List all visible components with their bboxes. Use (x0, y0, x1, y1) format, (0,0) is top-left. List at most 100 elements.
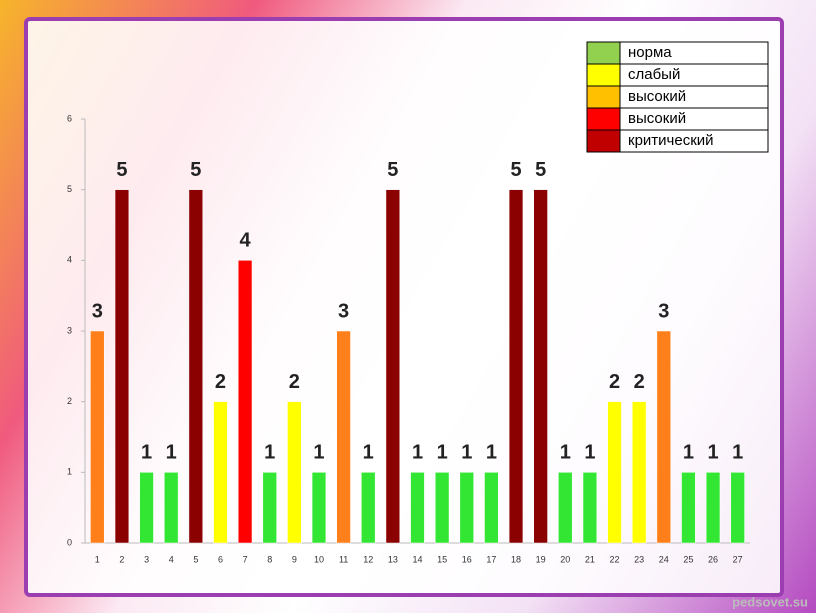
data-label: 1 (313, 442, 324, 464)
legend-swatch (586, 63, 621, 87)
x-tick-label: 21 (585, 554, 595, 564)
legend-label: высокий (628, 110, 686, 127)
data-label: 1 (584, 442, 595, 464)
x-tick-label: 14 (412, 554, 422, 564)
legend-label: высокий (628, 88, 686, 105)
y-tick-label: 5 (67, 184, 72, 194)
legend-label: норма (628, 44, 672, 61)
data-label: 1 (141, 442, 152, 464)
data-label: 1 (486, 442, 497, 464)
bar (262, 472, 277, 544)
bar (681, 472, 696, 544)
y-tick-label: 3 (67, 325, 72, 335)
x-tick-label: 8 (267, 554, 272, 564)
x-tick-label: 2 (119, 554, 124, 564)
x-tick-label: 13 (388, 554, 398, 564)
bar (385, 189, 401, 544)
bar (164, 472, 179, 544)
x-tick-label: 12 (363, 554, 373, 564)
data-label: 5 (190, 159, 201, 181)
data-label: 1 (264, 442, 275, 464)
data-label: 2 (609, 371, 620, 393)
data-label: 2 (634, 371, 645, 393)
legend-swatch (586, 107, 621, 131)
data-label: 1 (412, 442, 423, 464)
x-tick-label: 5 (193, 554, 198, 564)
bar (287, 401, 302, 544)
bar (361, 472, 376, 544)
bar (311, 472, 327, 544)
bar (558, 472, 573, 544)
x-tick-label: 15 (437, 554, 447, 564)
y-tick-label: 0 (67, 537, 72, 547)
bar (237, 260, 253, 544)
legend-swatch (586, 85, 621, 109)
x-tick-label: 3 (144, 554, 149, 564)
legend-swatch (586, 129, 621, 153)
x-tick-label: 1 (95, 554, 100, 564)
watermark: pedsovet.su (732, 594, 808, 609)
bar (434, 472, 450, 544)
x-tick-label: 16 (462, 554, 472, 564)
data-label: 1 (707, 442, 718, 464)
data-label: 4 (240, 230, 252, 252)
bar (705, 472, 721, 544)
x-tick-label: 26 (708, 554, 718, 564)
x-tick-label: 27 (733, 554, 743, 564)
data-label: 1 (166, 442, 177, 464)
y-tick-label: 1 (67, 467, 72, 477)
x-tick-label: 17 (486, 554, 496, 564)
bar (188, 189, 203, 544)
legend-swatch (586, 41, 621, 65)
data-label: 5 (387, 159, 398, 181)
bar (459, 472, 474, 544)
bar (410, 472, 425, 544)
legend-cell (619, 129, 769, 153)
bar (484, 472, 499, 544)
data-label: 5 (510, 159, 521, 181)
legend-label: критический (628, 132, 714, 149)
data-label: 2 (289, 371, 300, 393)
x-tick-label: 11 (339, 554, 348, 564)
x-tick-label: 6 (218, 554, 223, 564)
x-tick-label: 4 (169, 554, 174, 564)
bar (582, 472, 598, 544)
bar (730, 472, 745, 544)
bar (632, 401, 647, 544)
x-tick-label: 20 (560, 554, 570, 564)
x-tick-label: 18 (511, 554, 521, 564)
data-label: 1 (461, 442, 472, 464)
bar (213, 401, 228, 544)
data-label: 3 (338, 300, 349, 322)
data-label: 5 (535, 159, 546, 181)
x-tick-label: 25 (683, 554, 693, 564)
data-label: 1 (732, 442, 743, 464)
bar (336, 330, 351, 544)
bar (90, 330, 105, 544)
data-label: 1 (560, 442, 571, 464)
x-tick-label: 7 (243, 554, 248, 564)
bar (607, 401, 622, 544)
legend-label: слабый (628, 66, 680, 83)
bar (139, 472, 154, 544)
bar (656, 330, 671, 544)
data-label: 1 (683, 442, 694, 464)
x-tick-label: 22 (610, 554, 620, 564)
x-tick-label: 10 (314, 554, 324, 564)
x-tick-label: 9 (292, 554, 297, 564)
y-tick-label: 6 (67, 113, 72, 123)
x-tick-label: 24 (659, 554, 669, 564)
data-label: 5 (116, 159, 127, 181)
y-tick-label: 4 (67, 255, 72, 265)
bar (533, 189, 548, 544)
data-label: 1 (363, 442, 374, 464)
y-tick-label: 2 (67, 396, 72, 406)
data-label: 2 (215, 371, 226, 393)
data-label: 1 (437, 442, 448, 464)
x-tick-label: 23 (634, 554, 644, 564)
bar (508, 189, 524, 544)
data-label: 3 (658, 300, 669, 322)
x-tick-label: 19 (536, 554, 546, 564)
